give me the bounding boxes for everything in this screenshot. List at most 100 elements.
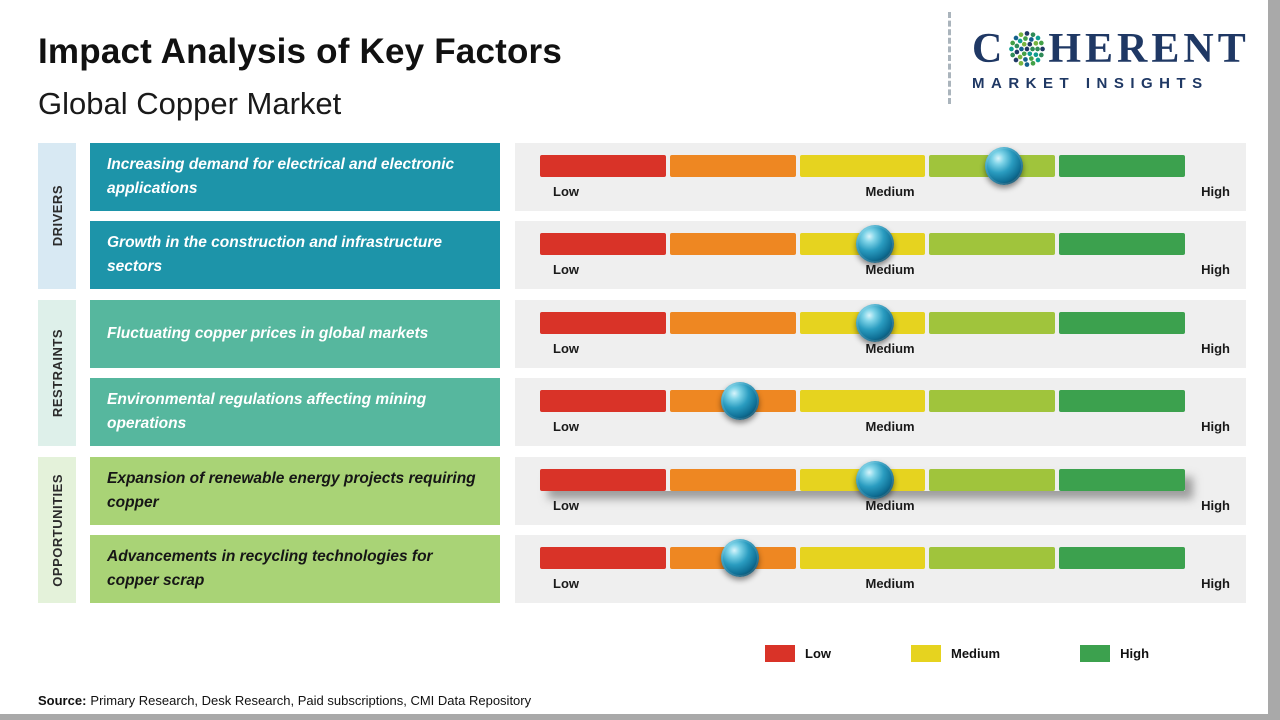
impact-row-6: Advancements in recycling technologies f… bbox=[0, 535, 1280, 603]
page-title: Impact Analysis of Key Factors bbox=[38, 32, 563, 71]
impact-scale-panel: Low Medium High bbox=[515, 378, 1246, 446]
source-line: Source: Primary Research, Desk Research, … bbox=[38, 693, 531, 708]
impact-marker-sphere bbox=[720, 382, 759, 420]
group-tab-restraints: RESTRAINTS bbox=[38, 300, 76, 446]
brand-wordmark: C HERENT bbox=[972, 28, 1264, 70]
factor-text: Fluctuating copper prices in global mark… bbox=[107, 324, 429, 342]
factor-box: Environmental regulations affecting mini… bbox=[90, 378, 500, 446]
segment-green bbox=[1059, 390, 1185, 412]
source-prefix: Source: bbox=[38, 693, 87, 708]
segment-red bbox=[540, 312, 666, 334]
factor-text: Increasing demand for electrical and ele… bbox=[107, 155, 455, 197]
factor-box: Advancements in recycling technologies f… bbox=[90, 535, 500, 603]
impact-marker-sphere bbox=[720, 539, 759, 577]
scale-label-high: High bbox=[1201, 419, 1230, 434]
logo-divider-dashed-line bbox=[948, 12, 951, 104]
scale-label-high: High bbox=[1201, 341, 1230, 356]
impact-marker-sphere bbox=[985, 147, 1024, 185]
impact-bar bbox=[540, 147, 1185, 185]
scale-label-low: Low bbox=[553, 184, 579, 199]
impact-scale-panel: Low Medium High bbox=[515, 143, 1246, 211]
impact-row-3: Fluctuating copper prices in global mark… bbox=[0, 300, 1280, 368]
scale-label-medium: Medium bbox=[865, 576, 915, 591]
scale-labels: Low Medium High bbox=[553, 576, 1230, 591]
segment-yellowgreen bbox=[929, 547, 1056, 569]
scale-labels: Low Medium High bbox=[553, 184, 1230, 199]
segment-red bbox=[540, 390, 666, 412]
segment-yellowgreen bbox=[929, 312, 1056, 334]
scale-label-low: Low bbox=[553, 576, 579, 591]
scale-label-high: High bbox=[1201, 498, 1230, 513]
factor-box: Expansion of renewable energy projects r… bbox=[90, 457, 500, 525]
segment-green bbox=[1059, 233, 1185, 255]
segment-yellow bbox=[799, 155, 926, 177]
dotted-globe-icon bbox=[1007, 29, 1047, 69]
scale-label-low: Low bbox=[553, 498, 579, 513]
segment-yellow bbox=[799, 390, 926, 412]
segment-yellow bbox=[799, 547, 926, 569]
segment-yellowgreen bbox=[929, 469, 1056, 491]
impact-marker-sphere bbox=[856, 225, 895, 263]
legend-item-medium: Medium bbox=[911, 645, 1000, 662]
scale-label-medium: Medium bbox=[865, 341, 915, 356]
impact-bar bbox=[540, 304, 1185, 342]
logo-letter-c: C bbox=[972, 26, 1007, 72]
impact-row-4: Environmental regulations affecting mini… bbox=[0, 378, 1280, 446]
factor-text: Expansion of renewable energy projects r… bbox=[107, 469, 476, 511]
scale-labels: Low Medium High bbox=[553, 419, 1230, 434]
legend-swatch-medium bbox=[911, 645, 941, 662]
factor-box: Increasing demand for electrical and ele… bbox=[90, 143, 500, 211]
segment-yellowgreen bbox=[929, 233, 1056, 255]
scale-labels: Low Medium High bbox=[553, 341, 1230, 356]
scale-label-medium: Medium bbox=[865, 262, 915, 277]
impact-scale-panel: Low Medium High bbox=[515, 457, 1246, 525]
scale-label-high: High bbox=[1201, 576, 1230, 591]
segment-orange bbox=[669, 312, 796, 334]
segment-red bbox=[540, 547, 666, 569]
legend: Low Medium High bbox=[765, 645, 1149, 662]
segment-red bbox=[540, 155, 666, 177]
legend-item-high: High bbox=[1080, 645, 1149, 662]
scale-label-high: High bbox=[1201, 262, 1230, 277]
factor-box: Fluctuating copper prices in global mark… bbox=[90, 300, 500, 368]
scale-label-low: Low bbox=[553, 419, 579, 434]
logo-letters-rest: HERENT bbox=[1048, 26, 1250, 72]
impact-bar bbox=[540, 225, 1185, 263]
segment-red bbox=[540, 233, 666, 255]
brand-logo: C HERENT MARKET INSIGHTS bbox=[972, 28, 1264, 92]
legend-label-medium: Medium bbox=[951, 646, 1001, 661]
legend-swatch-low bbox=[765, 645, 795, 662]
impact-scale-panel: Low Medium High bbox=[515, 535, 1246, 603]
impact-row-2: Growth in the construction and infrastru… bbox=[0, 221, 1280, 289]
factor-text: Environmental regulations affecting mini… bbox=[107, 390, 427, 432]
right-edge-bar bbox=[1268, 0, 1280, 720]
scale-labels: Low Medium High bbox=[553, 498, 1230, 513]
page-subtitle: Global Copper Market bbox=[38, 86, 342, 121]
impact-bar bbox=[540, 461, 1185, 499]
scale-labels: Low Medium High bbox=[553, 262, 1230, 277]
impact-marker-sphere bbox=[856, 461, 895, 499]
impact-marker-sphere bbox=[856, 304, 895, 342]
legend-label-low: Low bbox=[805, 646, 831, 661]
segment-green bbox=[1059, 312, 1185, 334]
scale-label-low: Low bbox=[553, 262, 579, 277]
source-text: Primary Research, Desk Research, Paid su… bbox=[90, 693, 532, 708]
bottom-edge-bar bbox=[0, 714, 1280, 720]
impact-scale-panel: Low Medium High bbox=[515, 300, 1246, 368]
factor-text: Growth in the construction and infrastru… bbox=[107, 233, 442, 275]
impact-row-5: Expansion of renewable energy projects r… bbox=[0, 457, 1280, 525]
scale-label-medium: Medium bbox=[865, 184, 915, 199]
legend-swatch-high bbox=[1080, 645, 1111, 662]
factor-text: Advancements in recycling technologies f… bbox=[107, 547, 433, 589]
legend-item-low: Low bbox=[765, 645, 831, 662]
brand-tagline: MARKET INSIGHTS bbox=[972, 75, 1209, 92]
impact-row-1: Increasing demand for electrical and ele… bbox=[0, 143, 1280, 211]
segment-orange bbox=[669, 469, 796, 491]
group-tab-opportunities: OPPORTUNITIES bbox=[38, 457, 76, 603]
segment-green bbox=[1059, 155, 1185, 177]
segment-green bbox=[1059, 547, 1185, 569]
segment-yellowgreen bbox=[929, 390, 1056, 412]
segment-orange bbox=[669, 155, 796, 177]
scale-label-medium: Medium bbox=[865, 498, 915, 513]
